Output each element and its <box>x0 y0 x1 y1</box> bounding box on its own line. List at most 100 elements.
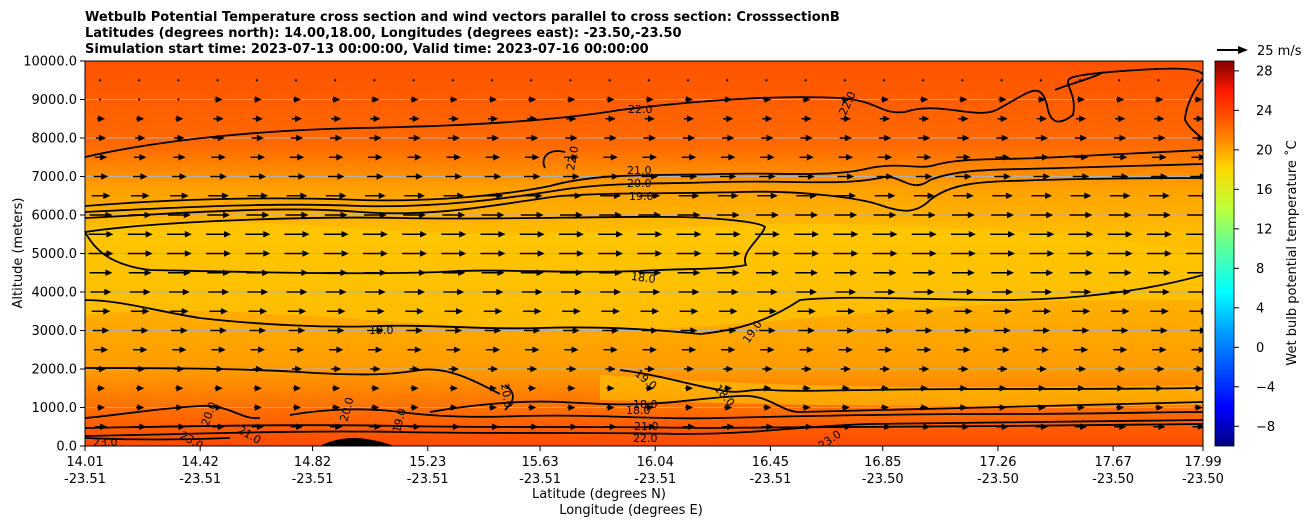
wind-vector-head <box>889 211 897 219</box>
wind-vector-head <box>180 327 188 334</box>
wind-vector-head <box>1160 327 1168 334</box>
wind-vector-head <box>215 96 223 103</box>
wind-vector-head <box>1005 192 1013 199</box>
wind-vector-head <box>300 288 308 296</box>
wind-vector-head <box>1125 250 1133 257</box>
wind-vector-head <box>692 288 700 296</box>
wind-vector-head <box>530 365 538 373</box>
wind-vector-head <box>1125 231 1133 238</box>
wind-vector-head <box>725 404 733 411</box>
wind-vector-head <box>648 134 656 142</box>
wind-vector-head <box>1079 365 1087 373</box>
wind-vector-head <box>101 173 109 180</box>
wind-vector-head <box>731 288 739 296</box>
wind-vector-head <box>616 231 624 238</box>
wind-vector-head <box>767 154 775 161</box>
y-tick-label: 3000.0 <box>32 324 78 339</box>
wind-vector-head <box>103 308 111 315</box>
wind-vector-head <box>612 308 620 315</box>
wind-vector-head <box>850 211 858 219</box>
wind-vector-head <box>490 96 498 103</box>
wind-vector-head <box>533 173 541 180</box>
wind-vector <box>765 79 768 82</box>
wind-vector-head <box>296 134 304 142</box>
wind-vector-head <box>846 346 853 353</box>
wind-vector-head <box>732 211 740 219</box>
wind-vector-head <box>455 327 463 334</box>
wind-vector-head <box>339 288 347 296</box>
wind-vector-head <box>182 288 190 296</box>
wind-vector-head <box>103 192 111 199</box>
contour-21b-low <box>85 423 1203 429</box>
y-tick-label: 2000.0 <box>32 363 78 378</box>
wind-vector-head <box>254 385 262 392</box>
wind-vector-head <box>1120 154 1128 161</box>
colorbar-tick-label: 24 <box>1256 104 1273 119</box>
wind-vector-head <box>1196 115 1203 122</box>
wind-vector-head <box>884 134 892 142</box>
wind-vector-head <box>261 288 269 296</box>
wind-vector-head <box>531 134 539 142</box>
wind-vector-head <box>850 269 858 276</box>
contour-22-cap <box>1054 71 1104 91</box>
contour-label-20: 20.0 <box>627 177 652 190</box>
wind-vector-head <box>295 365 303 373</box>
x-tick-label-lon: -23.51 <box>407 472 449 487</box>
wind-vector-head <box>804 365 812 373</box>
wind-vector-head <box>372 96 380 103</box>
wind-vector-head <box>843 115 851 122</box>
wind-vector-head <box>654 269 662 276</box>
wind-vector-head <box>613 288 621 296</box>
wind-vector <box>1039 79 1042 82</box>
wind-vector-head <box>1163 269 1171 276</box>
wind-vector-head <box>491 115 499 122</box>
wind-vector-head <box>259 327 267 334</box>
wind-vector-head <box>765 365 773 373</box>
wind-vector-head <box>1043 327 1051 334</box>
wind-vector-head <box>1046 211 1054 219</box>
wind-vector-head <box>607 385 615 392</box>
wind-vector-head <box>923 134 931 142</box>
wind-vector-head <box>733 231 741 238</box>
wind-vector-head <box>413 134 421 142</box>
wind-vector-head <box>999 96 1007 103</box>
wind-vector-head <box>137 115 145 122</box>
wind-vector-head <box>1039 365 1047 373</box>
wind-vector-head <box>1124 211 1132 219</box>
wind-vector-head <box>412 115 420 122</box>
contour-label-23: 23.0 <box>93 436 118 449</box>
wind-vector-head <box>1161 308 1169 315</box>
title-line-1: Wetbulb Potential Temperature cross sect… <box>85 10 840 25</box>
wind-vector-head <box>493 154 501 161</box>
wind-vector-head <box>1039 115 1047 122</box>
wind-vector-head <box>1084 192 1092 199</box>
wind-vector-head <box>849 192 857 199</box>
cool-layer-fill <box>85 221 1203 330</box>
wind-vector-head <box>455 173 463 180</box>
wind-vector-head <box>806 346 814 353</box>
wind-vector-head <box>847 327 855 334</box>
wind-vector-head <box>730 308 738 315</box>
wind-vector-head <box>1157 365 1165 373</box>
wind-vector-head <box>295 115 303 122</box>
wind-vector-head <box>223 211 230 219</box>
wind-vector-head <box>224 250 232 257</box>
x-axis: 14.01 -23.51 14.42 -23.51 14.82 -23.51 15.23 -2… <box>64 446 1224 487</box>
wind-vector-head <box>966 288 974 296</box>
wind-vector-head <box>258 346 265 353</box>
wind-vector-head <box>733 250 741 257</box>
wind-vector-head <box>568 96 576 103</box>
wind-vector-head <box>608 365 616 373</box>
wind-vector-head <box>772 250 780 257</box>
colorbar <box>1214 60 1235 447</box>
wind-vector-head <box>1164 231 1172 238</box>
wind-vector-head <box>1001 134 1009 142</box>
wind-vector-head <box>1086 250 1094 257</box>
wind-vector-head <box>843 365 851 373</box>
wind-vector-head <box>373 115 381 122</box>
wind-vector-head <box>176 115 184 122</box>
wind-vector-head <box>1121 327 1129 334</box>
wind-vector-head <box>772 231 780 238</box>
contour-22-edge <box>1184 77 1203 141</box>
x-tick-label-lat: 17.26 <box>979 455 1016 470</box>
